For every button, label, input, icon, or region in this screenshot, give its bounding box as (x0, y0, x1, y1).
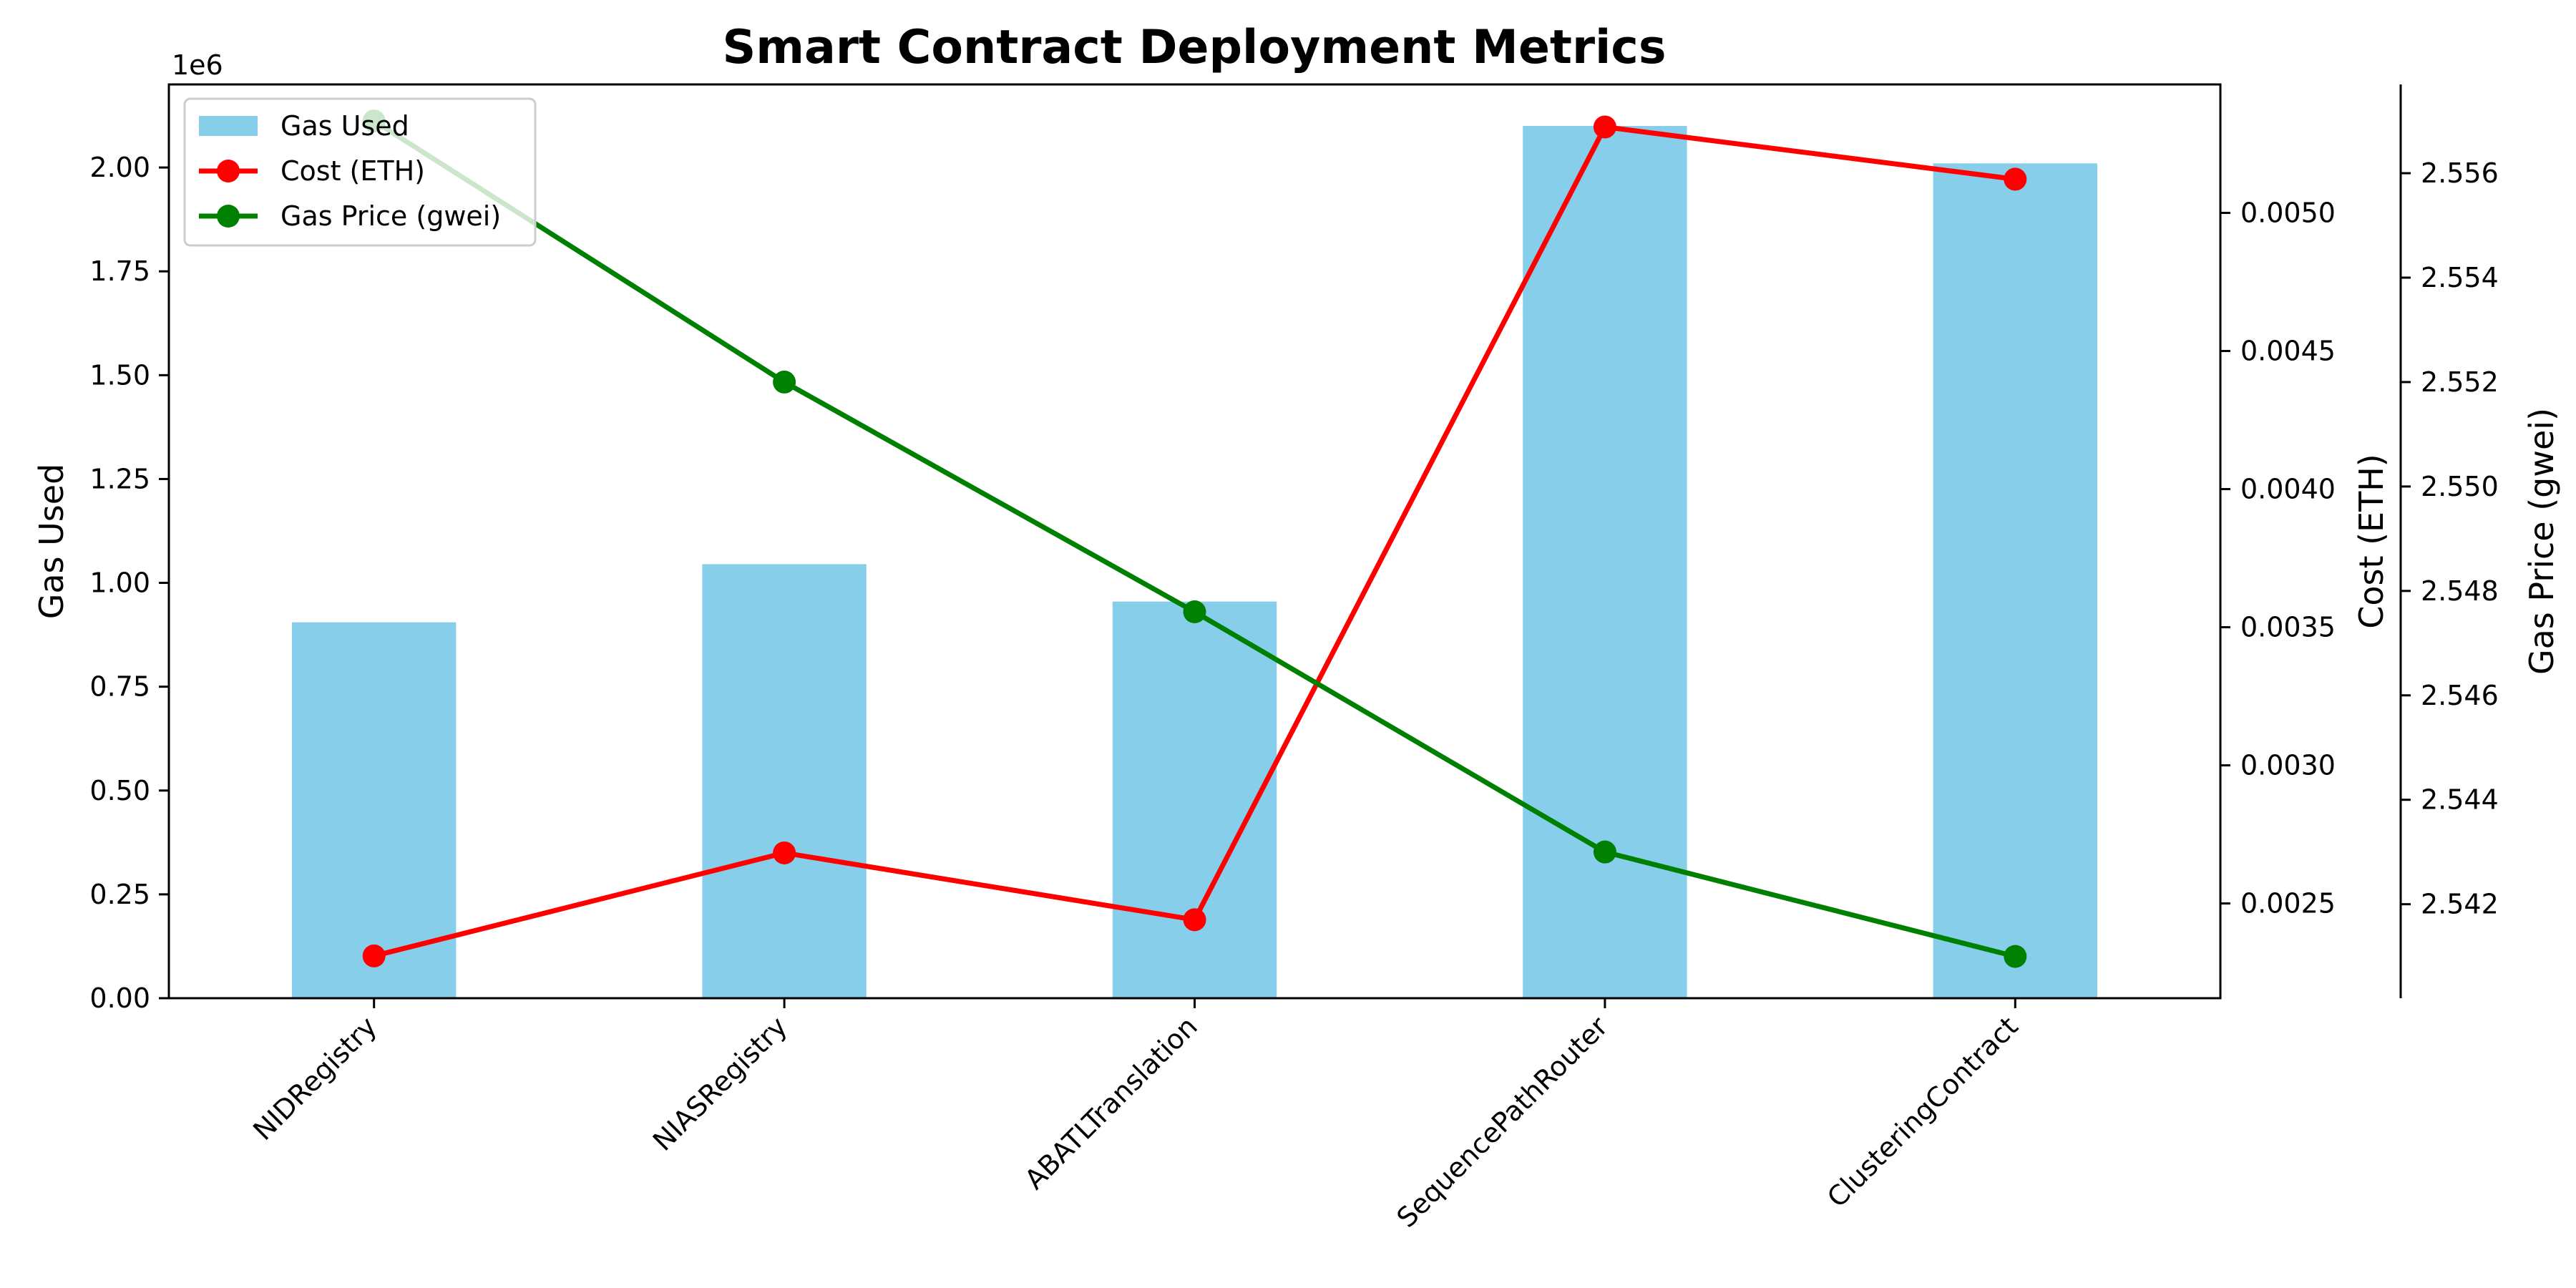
legend-label-gas-used: Gas Used (280, 110, 409, 142)
x-tick-label: NIASRegistry (647, 1010, 794, 1157)
left-tick-label: 1.50 (89, 359, 150, 391)
marker-gas-price-gwei-3 (1593, 840, 1616, 864)
bar-NIDRegistry (292, 622, 457, 998)
marker-cost-eth-2 (1183, 908, 1206, 932)
legend-box (183, 97, 537, 247)
left-tick-label: 1.25 (89, 463, 150, 494)
bar-ClusteringContract (1933, 163, 2097, 998)
left-axis-label: Gas Used (32, 464, 71, 620)
x-tick-label: ABATLTranslation (1019, 1010, 1204, 1195)
marker-gas-price-gwei-1 (773, 370, 796, 394)
left-axis-offset: 1e6 (172, 49, 223, 81)
right2-tick-label: 2.542 (2421, 889, 2499, 920)
chart-title: Smart Contract Deployment Metrics (722, 21, 1666, 74)
right2-tick-label: 2.546 (2421, 680, 2499, 711)
left-tick-label: 1.75 (89, 255, 150, 287)
right1-tick-label: 0.0050 (2240, 197, 2336, 229)
marker-cost-eth-0 (362, 944, 386, 967)
x-tick-label: SequencePathRouter (1391, 1010, 1614, 1234)
left-tick-label: 0.25 (89, 879, 150, 910)
right1-tick-label: 0.0045 (2240, 336, 2336, 367)
right2-tick-label: 2.544 (2421, 784, 2499, 816)
marker-gas-price-gwei-4 (2004, 945, 2027, 968)
legend-label-gas-price-gwei: Gas Price (gwei) (280, 200, 501, 232)
legend-marker-gas-price-gwei (217, 205, 240, 228)
left-tick-label: 0.75 (89, 671, 150, 703)
right2-tick-label: 2.548 (2421, 575, 2499, 607)
right2-tick-label: 2.550 (2421, 471, 2499, 502)
right1-tick-label: 0.0025 (2240, 888, 2336, 919)
left-tick-label: 0.50 (89, 775, 150, 806)
right1-tick-label: 0.0035 (2240, 612, 2336, 643)
marker-gas-price-gwei-2 (1183, 600, 1206, 624)
left-tick-label: 1.00 (89, 567, 150, 599)
right1-tick-label: 0.0030 (2240, 750, 2336, 781)
right2-tick-label: 2.556 (2421, 157, 2499, 189)
left-tick-label: 0.00 (89, 982, 150, 1014)
left-tick-label: 2.00 (89, 152, 150, 183)
right2-tick-label: 2.554 (2421, 262, 2499, 293)
marker-cost-eth-1 (773, 841, 796, 864)
bar-ABATLTranslation (1112, 601, 1277, 998)
x-tick-label: ClusteringContract (1821, 1010, 2024, 1214)
marker-cost-eth-3 (1593, 115, 1616, 139)
marker-cost-eth-4 (2004, 167, 2027, 191)
right2-tick-label: 2.552 (2421, 366, 2499, 398)
right1-axis-label: Cost (ETH) (2352, 454, 2391, 629)
legend-label-cost-eth: Cost (ETH) (280, 155, 425, 187)
x-tick-label: NIDRegistry (247, 1010, 383, 1146)
legend-marker-cost-eth (217, 160, 240, 182)
right2-axis-label: Gas Price (gwei) (2522, 408, 2561, 675)
legend-swatch-gas-used (199, 116, 258, 136)
bar-NIASRegistry (702, 564, 867, 998)
right1-tick-label: 0.0040 (2240, 474, 2336, 505)
